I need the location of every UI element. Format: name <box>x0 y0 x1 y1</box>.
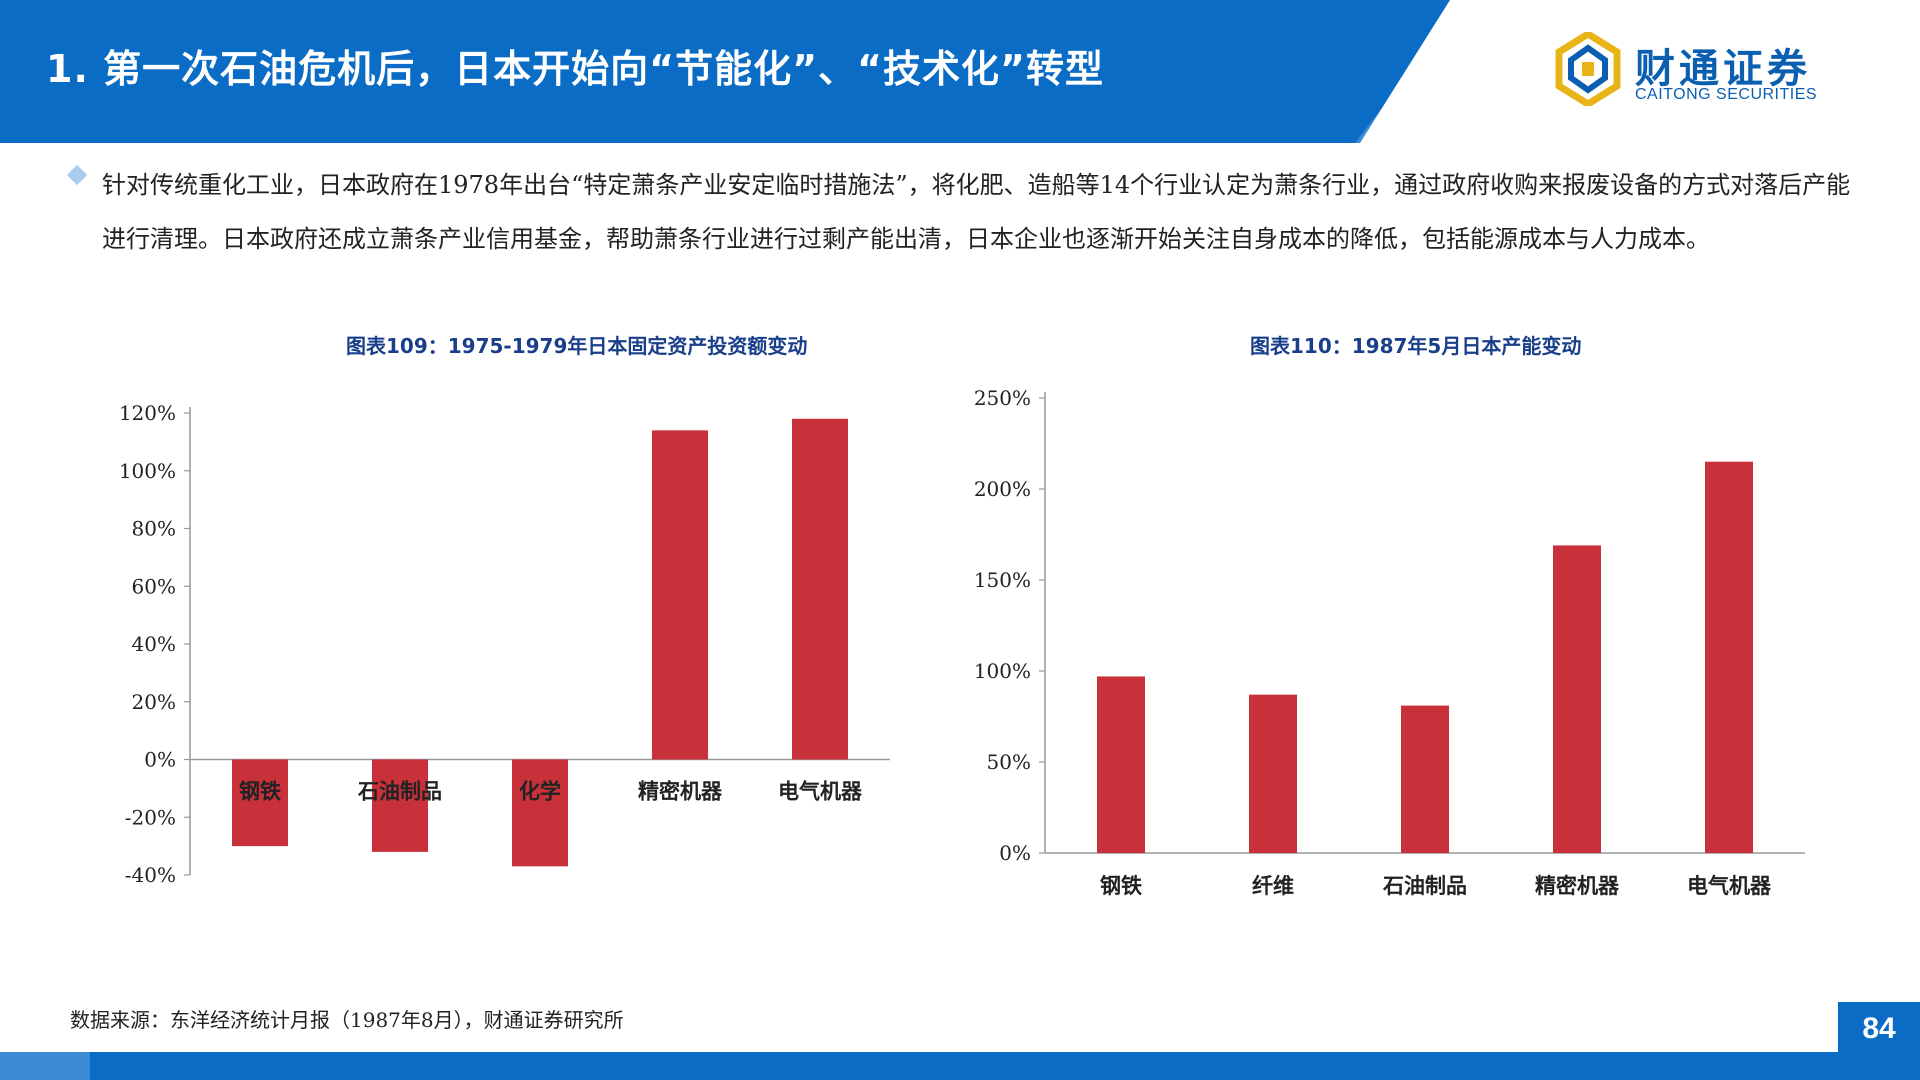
page-number: 84 <box>1862 1012 1896 1045</box>
chart1-category-label: 化学 <box>519 779 561 804</box>
chart1-bar <box>792 418 848 760</box>
chart1-bar <box>652 430 708 760</box>
chart1-category-label: 石油制品 <box>357 779 442 804</box>
logo-english-text: CAITONG SECURITIES <box>1635 86 1818 103</box>
chart2-category-label: 钢铁 <box>1100 873 1142 898</box>
chart1-y-tick-label: -40% <box>125 863 176 887</box>
company-logo: 财通证券 CAITONG SECURITIES <box>1555 32 1855 112</box>
bullet-paragraph: 针对传统重化工业，日本政府在1978年出台“特定萧条产业安定临时措施法”，将化肥… <box>66 158 1858 266</box>
chart1-y-tick-label: 120% <box>119 401 176 425</box>
chart1-y-tick-label: 0% <box>144 748 176 772</box>
logo-chinese-text: 财通证券 <box>1635 46 1811 92</box>
chart2-y-tick-label: 0% <box>999 841 1031 865</box>
chart1-category-label: 钢铁 <box>239 779 281 804</box>
chart1-y-tick-label: 100% <box>119 459 176 483</box>
chart1-svg: 120% 100% 80% 60% 40% 20% 0% -20% -40% 钢铁 石油制品 化学 精密… <box>119 401 890 887</box>
chart2-svg: 250% 200% 150% 100% 50% 0% 钢铁 纤维 石油制品 精密机器 电气机器 <box>974 386 1805 898</box>
chart2-bar <box>1553 545 1601 853</box>
chart2-bar <box>1249 694 1297 853</box>
chart2-bar <box>1705 461 1753 853</box>
header-logo-area <box>1360 0 1920 143</box>
chart1-bar <box>512 759 568 867</box>
chart2-y-tick-label: 50% <box>987 750 1031 774</box>
data-source-note: 数据来源：东洋经济统计月报（1987年8月），财通证券研究所 <box>70 1008 624 1032</box>
chart1-y-tick-label: 80% <box>132 517 176 541</box>
bullet-text: 针对传统重化工业，日本政府在1978年出台“特定萧条产业安定临时措施法”，将化肥… <box>102 171 1851 253</box>
diamond-bullet-icon <box>66 164 88 186</box>
header-bar: 1. 第一次石油危机后，日本开始向“节能化”、“技术化”转型 财通证券 CAIT… <box>0 0 1920 143</box>
logo-mark-icon <box>1555 32 1621 106</box>
chart1-y-tick-label: 40% <box>132 632 176 656</box>
chart1-category-label: 电气机器 <box>778 779 863 804</box>
chart2-y-tick-label: 250% <box>974 386 1031 410</box>
chart2-y-tick-label: 150% <box>974 568 1031 592</box>
chart1-y-tick-label: -20% <box>125 805 176 829</box>
chart2-y-tick-label: 200% <box>974 477 1031 501</box>
chart2-category-label: 纤维 <box>1252 873 1294 898</box>
chart1-y-tick-label: 20% <box>132 690 176 714</box>
chart1-title: 图表109：1975-1979年日本固定资产投资额变动 <box>346 334 808 358</box>
chart2-category-label: 精密机器 <box>1535 873 1620 898</box>
chart1-category-label: 精密机器 <box>638 779 723 804</box>
chart2-title: 图表110：1987年5月日本产能变动 <box>1250 334 1582 358</box>
chart2-category-label: 石油制品 <box>1382 873 1467 898</box>
page-title: 1. 第一次石油危机后，日本开始向“节能化”、“技术化”转型 <box>46 47 1105 91</box>
chart1-bar <box>372 759 428 852</box>
footer-bar <box>0 1052 1920 1080</box>
chart2-bar <box>1097 676 1145 853</box>
chart2-y-tick-label: 100% <box>974 659 1031 683</box>
chart2-bar <box>1401 705 1449 853</box>
chart1-y-tick-label: 60% <box>132 574 176 598</box>
footer-accent <box>0 1052 90 1080</box>
chart1-bar <box>232 759 288 847</box>
page-number-box <box>1838 1002 1920 1080</box>
chart2-category-label: 电气机器 <box>1687 873 1772 898</box>
